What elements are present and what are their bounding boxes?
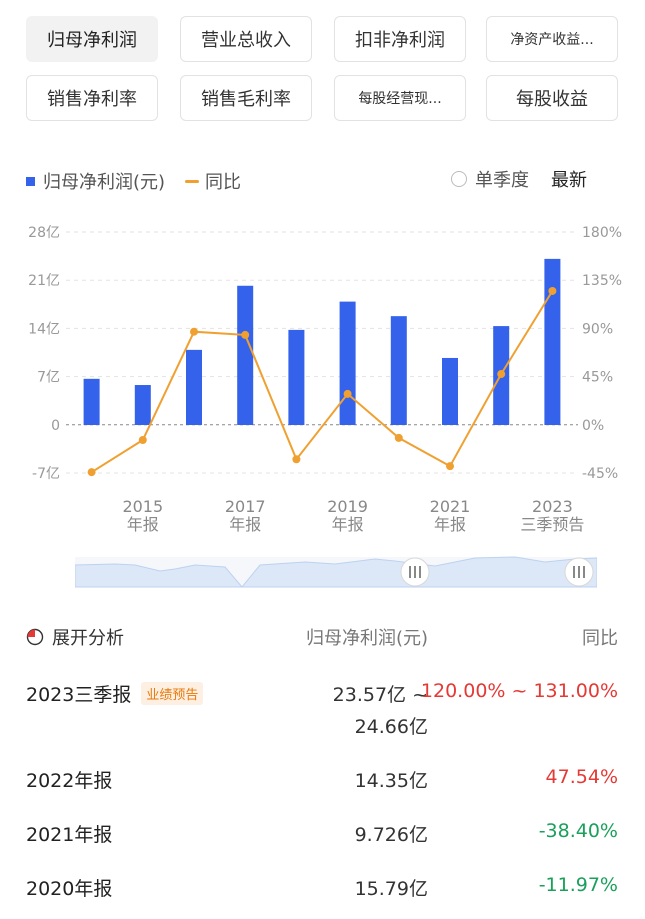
bar: [186, 349, 202, 425]
yoy-point: [292, 455, 301, 464]
row-value: 15.79亿: [354, 878, 428, 900]
tab-roe[interactable]: 净资产收益...: [486, 16, 618, 62]
x-tick-label: 2019: [327, 497, 368, 516]
y-right-tick-label: 90%: [582, 321, 613, 337]
profit-chart: 28亿 180%21亿 135%14亿 90%7亿 45%0 0%-7亿 -45%2015年…: [28, 225, 622, 534]
y-left-tick-label: 28亿: [28, 225, 60, 241]
bar: [442, 357, 458, 425]
period-label: 2021年报: [26, 824, 113, 846]
x-tick-label: 2015: [122, 497, 163, 516]
yoy-point: [548, 286, 557, 295]
bar: [339, 301, 356, 425]
row-yoy: -38.40%: [538, 820, 618, 842]
pie-chart-icon: [26, 628, 44, 646]
expand-analysis-button[interactable]: 展开分析: [26, 624, 124, 650]
tab-deducted-net-profit[interactable]: 扣非净利润: [334, 16, 466, 62]
yoy-point: [446, 462, 454, 471]
tab-eps[interactable]: 每股收益: [486, 75, 618, 121]
row-yoy: 120.00% ~ 131.00%: [420, 680, 618, 702]
y-right-tick-label: -45%: [582, 466, 618, 482]
bar: [390, 316, 407, 425]
x-tick-sublabel: 年报: [229, 515, 261, 534]
yoy-point: [497, 370, 506, 379]
bar: [134, 385, 151, 425]
row-value: 23.57亿 ~: [332, 684, 428, 706]
quarterly-radio[interactable]: [451, 171, 467, 187]
range-slider[interactable]: [75, 553, 597, 591]
yoy-point: [394, 433, 403, 442]
slider-handle-right[interactable]: [564, 557, 594, 587]
column-header-yoy: 同比: [582, 628, 618, 649]
row-value: 14.35亿: [354, 770, 428, 792]
row-yoy: -11.97%: [538, 874, 618, 896]
x-tick-sublabel: 三季预告: [520, 515, 584, 534]
y-left-tick-label: 21亿: [28, 273, 60, 289]
slider-handle-left[interactable]: [400, 557, 430, 587]
tab-net-profit[interactable]: 归母净利润: [26, 16, 158, 62]
yoy-point: [241, 330, 250, 339]
period-label: 2022年报: [26, 770, 113, 792]
yoy-point: [343, 389, 352, 398]
period-label: 2020年报: [26, 878, 113, 900]
x-tick-sublabel: 年报: [127, 515, 159, 534]
y-left-tick-label: -7亿: [32, 466, 60, 482]
column-header-value: 归母净利润(元): [305, 628, 428, 649]
row-yoy: 47.54%: [545, 766, 618, 788]
forecast-badge: 业绩预告: [141, 682, 204, 705]
row-value-upper: 24.66亿: [354, 716, 428, 738]
quarterly-label[interactable]: 单季度: [475, 170, 529, 191]
y-left-tick-label: 14亿: [28, 321, 60, 337]
table-header: 展开分析 归母净利润(元) 同比: [26, 624, 620, 654]
yoy-point: [87, 468, 96, 477]
bar-legend-label: 归母净利润(元): [43, 172, 166, 193]
tab-net-margin[interactable]: 销售净利率: [26, 75, 158, 121]
yoy-line: [91, 290, 554, 474]
y-right-tick-label: 45%: [582, 370, 613, 386]
tab-operating-cashflow-per-share[interactable]: 每股经营现...: [334, 75, 466, 121]
tab-gross-margin[interactable]: 销售毛利率: [180, 75, 312, 121]
line-legend-label: 同比: [205, 172, 242, 193]
slider-overview-area: [75, 556, 597, 588]
bar: [288, 329, 305, 425]
tab-total-revenue[interactable]: 营业总收入: [180, 16, 312, 62]
chart-legend: 归母净利润(元) 同比: [26, 168, 241, 194]
y-right-tick-label: 180%: [582, 225, 622, 241]
y-right-tick-label: 0%: [582, 418, 604, 434]
bar: [544, 258, 561, 425]
yoy-point: [190, 327, 198, 336]
latest-button[interactable]: 最新: [551, 170, 587, 191]
bar: [83, 378, 100, 425]
y-left-tick-label: 7亿: [37, 370, 60, 386]
line-legend-swatch: [185, 179, 200, 183]
x-tick-label: 2017: [225, 497, 266, 516]
row-period: 2023三季报 业绩预告: [26, 680, 204, 707]
y-left-tick-label: 0: [51, 418, 60, 434]
yoy-point: [138, 436, 147, 445]
bar: [237, 285, 254, 425]
y-right-tick-label: 135%: [582, 273, 622, 289]
expand-analysis-label: 展开分析: [52, 628, 124, 649]
x-tick-sublabel: 年报: [434, 515, 466, 534]
bar-legend-swatch: [26, 176, 35, 186]
x-tick-label: 2021: [430, 497, 471, 516]
x-tick-sublabel: 年报: [332, 515, 364, 534]
row-value: 9.726亿: [354, 824, 428, 846]
x-tick-label: 2023: [532, 497, 573, 516]
period-label: 2023三季报: [26, 684, 132, 706]
chart-options: 单季度 最新: [451, 166, 587, 192]
